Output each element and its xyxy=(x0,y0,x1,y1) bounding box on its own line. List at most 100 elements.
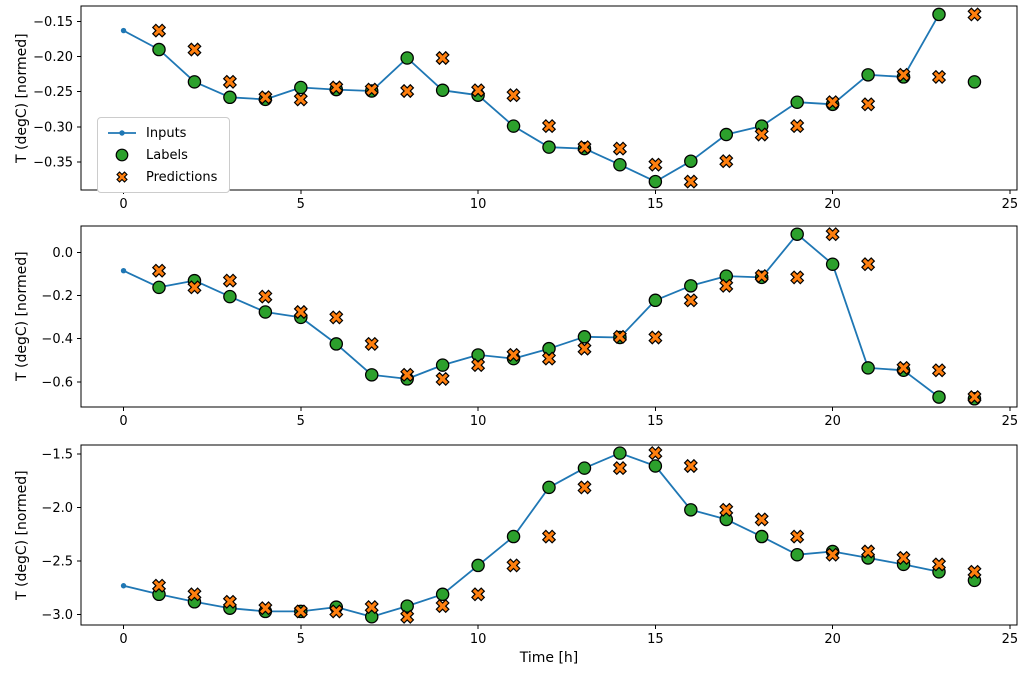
predictions-series-subplot-3 xyxy=(151,446,982,624)
labels-circle-marker xyxy=(967,75,982,89)
labels-series-subplot-3 xyxy=(152,446,982,624)
predictions-x-marker xyxy=(293,604,308,619)
y-tick-label: −3.0 xyxy=(41,608,73,623)
inputs-dot-marker xyxy=(120,268,127,274)
y-axis-label-subplot-3: T (degC) [normed] xyxy=(14,470,30,600)
predictions-x-marker xyxy=(187,280,202,295)
predictions-x-marker xyxy=(825,227,840,242)
predictions-x-marker xyxy=(577,140,592,155)
legend: Inputs Labels Predictions xyxy=(97,117,231,193)
labels-circle-marker xyxy=(932,390,946,404)
predictions-x-marker xyxy=(400,367,415,382)
labels-circle-marker xyxy=(542,140,556,154)
x-tick-label: 20 xyxy=(824,197,841,212)
predictions-x-marker xyxy=(683,174,698,189)
predictions-series-subplot-2 xyxy=(151,227,982,405)
x-tick-label: 0 xyxy=(119,414,127,429)
labels-circle-marker xyxy=(435,587,450,602)
predictions-x-marker xyxy=(293,304,308,320)
x-tick-label: 20 xyxy=(824,414,841,429)
labels-circle-marker xyxy=(790,547,804,562)
inputs-dot-marker xyxy=(120,583,127,589)
predictions-x-marker xyxy=(400,609,415,624)
predictions-x-marker xyxy=(612,141,627,156)
inputs-series-subplot-2 xyxy=(120,231,942,400)
predictions-x-marker xyxy=(790,270,805,285)
x-tick-label: 25 xyxy=(1002,414,1019,429)
y-tick-label: −2.5 xyxy=(41,555,73,570)
labels-circle-marker xyxy=(719,127,734,142)
predictions-x-marker xyxy=(931,557,947,572)
y-tick-label: −0.30 xyxy=(33,120,73,135)
labels-series-subplot-2 xyxy=(152,227,982,406)
labels-circle-marker xyxy=(648,293,663,308)
y-tick-label: −0.20 xyxy=(33,50,73,65)
x-tick-label: 15 xyxy=(647,632,664,647)
labels-circle-marker xyxy=(471,348,485,362)
labels-circle-marker xyxy=(506,529,521,544)
predictions-x-marker xyxy=(719,278,734,293)
predictions-x-marker xyxy=(435,50,450,66)
labels-circle-marker xyxy=(648,459,663,473)
x-tick-label: 10 xyxy=(470,414,487,429)
predictions-x-marker xyxy=(258,289,273,304)
predictions-x-marker xyxy=(896,550,911,565)
predictions-x-marker xyxy=(258,601,273,616)
predictions-x-marker xyxy=(683,458,698,474)
predictions-x-marker xyxy=(293,92,308,107)
legend-label-inputs: Inputs xyxy=(146,125,187,141)
filled-x-glyph xyxy=(116,171,128,183)
subplot-1: 0 5 10 15 20 25 −0.15 −0.20 −0.25 −0.30 −0.35 xyxy=(33,5,1018,212)
x-tick-label: 0 xyxy=(119,632,127,647)
predictions-x-marker xyxy=(896,67,911,82)
predictions-x-marker xyxy=(967,7,982,22)
filled-circle-glyph xyxy=(115,148,129,162)
predictions-x-marker xyxy=(861,257,876,272)
predictions-x-marker xyxy=(967,564,982,579)
predictions-x-marker xyxy=(612,329,627,344)
predictions-x-marker xyxy=(151,578,167,593)
labels-circle-marker xyxy=(187,75,202,89)
predictions-x-marker xyxy=(329,310,344,325)
predictions-x-marker xyxy=(506,88,521,103)
inputs-dot-marker xyxy=(120,27,127,34)
predictions-x-marker xyxy=(435,371,450,386)
x-tick-label: 25 xyxy=(1002,632,1019,647)
x-tick-label: 25 xyxy=(1002,197,1019,212)
y-tick-label: 0.0 xyxy=(52,246,73,261)
labels-circle-marker xyxy=(684,154,698,168)
line-with-dot-glyph xyxy=(108,130,136,136)
predictions-x-marker xyxy=(222,74,237,89)
legend-row-predictions: Predictions xyxy=(106,168,217,186)
labels-circle-marker xyxy=(613,157,627,172)
labels-circle-marker xyxy=(294,80,308,95)
labels-circle-icon xyxy=(106,147,138,163)
labels-circle-marker xyxy=(542,480,556,495)
labels-circle-marker xyxy=(577,461,592,475)
predictions-x-marker xyxy=(222,594,237,609)
predictions-x-marker xyxy=(648,330,663,345)
predictions-x-marker xyxy=(825,95,840,110)
predictions-x-marker xyxy=(222,273,237,288)
x-tick-label: 0 xyxy=(119,197,127,212)
labels-circle-marker xyxy=(329,337,344,351)
labels-circle-marker xyxy=(435,358,450,372)
y-axis-label-subplot-1: T (degC) [normed] xyxy=(14,33,30,163)
labels-circle-marker xyxy=(223,289,237,304)
inputs-series-subplot-1 xyxy=(120,11,942,185)
legend-row-inputs: Inputs xyxy=(106,124,217,142)
labels-circle-marker xyxy=(400,51,414,65)
predictions-x-marker xyxy=(719,502,734,517)
predictions-x-marker xyxy=(151,263,167,278)
predictions-x-marker xyxy=(719,154,734,169)
labels-circle-marker xyxy=(648,174,663,189)
labels-circle-marker xyxy=(825,257,840,271)
x-tick-label: 5 xyxy=(297,632,305,647)
predictions-x-marker xyxy=(541,529,557,544)
predictions-x-marker xyxy=(187,587,202,602)
predictions-x-marker xyxy=(329,80,344,95)
labels-circle-marker xyxy=(364,368,379,382)
subplot-2: 0 5 10 15 20 25 0.0 −0.2 −0.4 −0.6 xyxy=(41,225,1018,429)
labels-series-subplot-1 xyxy=(152,7,982,189)
predictions-x-icon xyxy=(106,169,138,185)
